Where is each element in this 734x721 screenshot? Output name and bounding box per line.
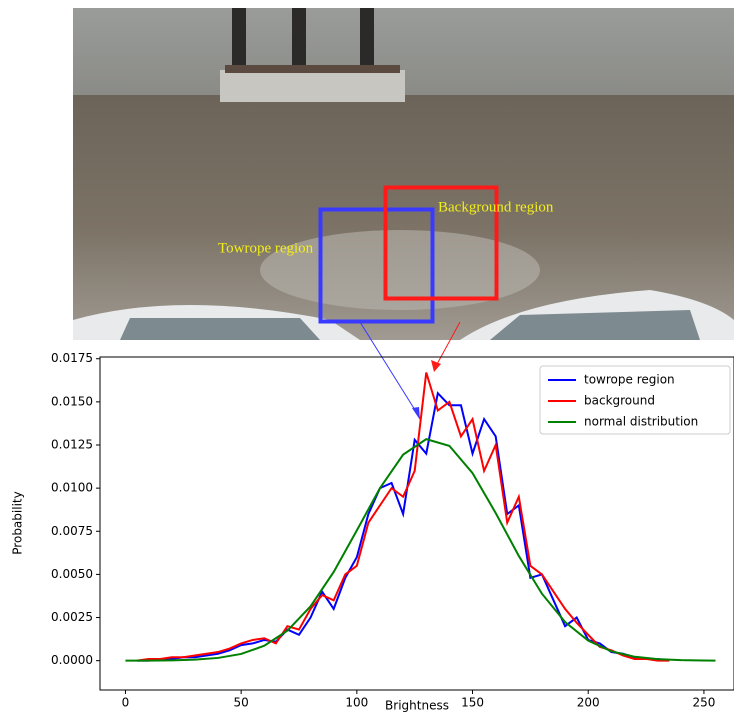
y-tick-label: 0.0100 [51, 481, 93, 495]
y-tick-label: 0.0075 [51, 524, 93, 538]
arrowhead [412, 407, 420, 420]
x-tick-label: 100 [345, 696, 368, 710]
x-tick-label: 50 [234, 696, 249, 710]
y-tick-label: 0.0175 [51, 351, 93, 365]
figure: Towrope region Background region Brightn… [0, 0, 734, 717]
legend-label: towrope region [584, 373, 675, 387]
arrowhead [431, 360, 441, 372]
y-tick-label: 0.0025 [51, 610, 93, 624]
x-tick-label: 200 [577, 696, 600, 710]
series-line [125, 439, 715, 661]
x-tick-label: 150 [461, 696, 484, 710]
x-axis-label: Brightness [385, 699, 449, 713]
annotation: Background region [438, 199, 554, 215]
y-tick-label: 0.0150 [51, 394, 93, 408]
x-tick-label: 250 [692, 696, 715, 710]
legend-label: normal distribution [584, 415, 698, 429]
y-tick-label: 0.0050 [51, 567, 93, 581]
y-tick-label: 0.0125 [51, 437, 93, 451]
y-axis-label: Probability [11, 491, 25, 554]
annotation: Towrope region [218, 240, 314, 256]
legend-label: background [584, 394, 655, 408]
photo [73, 8, 734, 340]
x-tick-label: 0 [122, 696, 130, 710]
y-tick-label: 0.0000 [51, 653, 93, 667]
